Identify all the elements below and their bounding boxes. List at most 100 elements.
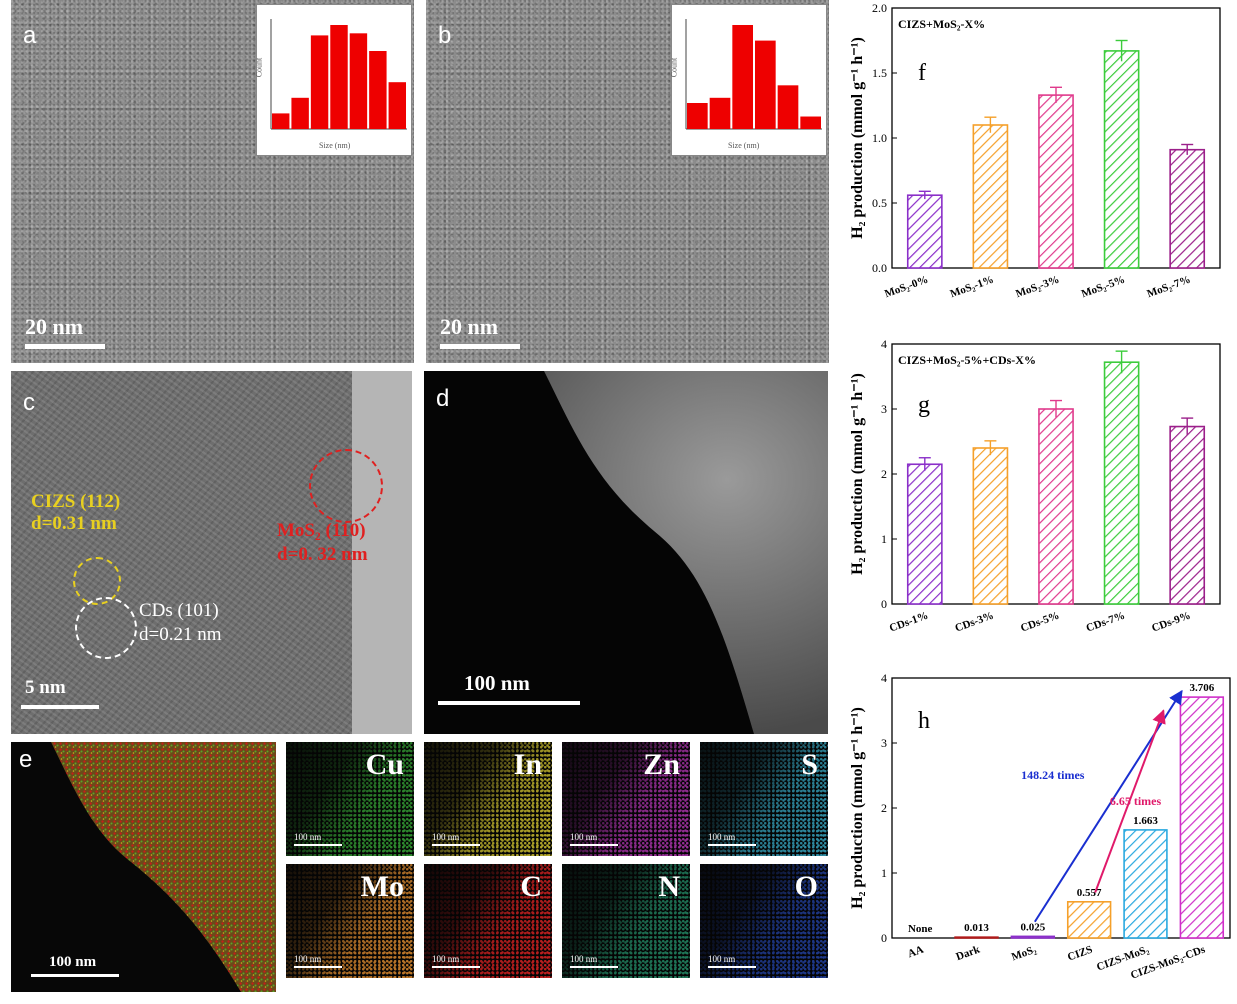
histogram-bar (310, 35, 329, 129)
mos2-spacing: d=0. 32 nm (277, 544, 368, 565)
haadf-image-d: d 100 nm (424, 371, 828, 734)
arrow-6x (1094, 709, 1166, 893)
element-map-zn: Zn 100 nm (562, 742, 690, 856)
element-symbol: C (520, 870, 542, 903)
x-tick-label: MoS₂-3% (1014, 274, 1061, 301)
y-tick-label: 0 (881, 931, 887, 945)
overlay-map (51, 742, 276, 992)
map-scale-bar (432, 844, 480, 846)
y-tick-label: 1.5 (872, 66, 887, 80)
map-dark-region (424, 742, 552, 856)
y-tick-label: 3 (881, 402, 887, 416)
cds-spacing: d=0.21 nm (139, 624, 222, 645)
scale-bar-label-b: 20 nm (440, 314, 499, 339)
y-axis-label: H₂ production (mmol g⁻¹ h⁻¹) (849, 707, 866, 909)
map-scale-bar (570, 844, 618, 846)
histogram-bar (388, 82, 406, 129)
map-scale-label: 100 nm (294, 832, 322, 842)
panel-label: f (918, 60, 926, 86)
bar (1123, 829, 1168, 939)
panel-label-a: a (23, 22, 37, 49)
map-scale-label: 100 nm (708, 832, 736, 842)
x-tick-label: CDs-7% (1085, 610, 1127, 635)
cizs-plane: CIZS (112) (31, 491, 121, 512)
inset-ylabel-b: Count (669, 57, 679, 78)
scale-bar-c (21, 705, 99, 709)
element-symbol: Zn (643, 748, 680, 781)
bar (906, 463, 943, 605)
element-symbol: O (794, 870, 818, 903)
annotation-6x: 6.65 times (1110, 794, 1162, 808)
histogram-bar (291, 97, 309, 129)
map-scale-bar (432, 966, 480, 968)
panel-label-b: b (438, 22, 452, 49)
chart-g: 0 1 2 3 4 H₂ production (mmol g⁻¹ h⁻¹) CIZS+Mo… (849, 338, 1221, 635)
value-label: None (908, 923, 933, 935)
scale-bar-label-c: 5 nm (25, 677, 66, 698)
bar (1038, 408, 1074, 605)
map-scale-label: 100 nm (432, 954, 460, 964)
bar (1179, 696, 1225, 939)
histogram-bar (272, 113, 290, 129)
x-tick-label: CDs-1% (888, 610, 930, 635)
map-scale-bar (708, 966, 756, 968)
scale-bar-d (438, 701, 580, 705)
map-scale-label: 100 nm (294, 954, 322, 964)
annotation-148x: 148.24 times (1021, 768, 1085, 782)
histogram-a (270, 19, 407, 130)
cds-lattice-label: CDs (101) d=0.21 nm (139, 599, 222, 647)
map-scale-label: 100 nm (708, 954, 736, 964)
histogram-bar (800, 116, 821, 129)
y-tick-label: 1 (881, 866, 887, 880)
element-map-n: N 100 nm (562, 864, 690, 978)
y-tick-label: 0 (881, 597, 887, 611)
mos2-circle (309, 449, 383, 523)
y-axis-label: H₂ production (mmol g⁻¹ h⁻¹) (849, 37, 866, 239)
element-symbol: In (513, 748, 542, 781)
mos2-plane: MoS₂ (110) (277, 520, 366, 541)
x-tick-label: CIZS (1066, 944, 1094, 964)
value-label: 1.663 (1133, 815, 1158, 827)
x-tick-label: MoS₂-0% (883, 274, 930, 301)
bar (954, 936, 999, 939)
bar (1169, 425, 1206, 605)
map-scale-label: 100 nm (570, 954, 598, 964)
vacuum-region (352, 371, 412, 734)
element-map-cu: Cu 100 nm (286, 742, 414, 856)
scale-bar-label-d: 100 nm (464, 671, 530, 695)
bar (906, 194, 943, 269)
histogram-bar (330, 25, 348, 129)
haadf-dark-region (424, 371, 828, 734)
cizs-spacing: d=0.31 nm (31, 513, 117, 534)
y-tick-label: 2 (881, 467, 887, 481)
chart-f: 0.0 0.5 1.0 1.5 2.0 H₂ production (mmol g⁻¹ h… (849, 2, 1221, 301)
y-tick-label: 1.0 (872, 131, 887, 145)
bar (972, 447, 1009, 605)
element-symbol: N (658, 870, 680, 903)
panel-label: h (918, 708, 930, 734)
cizs-lattice-label: CIZS (112) d=0.31 nm (31, 491, 120, 535)
map-dark-region (700, 864, 828, 978)
map-dark-region (562, 742, 690, 856)
panel-label-e: e (19, 746, 33, 773)
histogram-bar (777, 85, 799, 129)
map-dark-region (424, 864, 552, 978)
plot-frame (891, 677, 1231, 939)
chart-h: 0 1 2 3 4 H₂ production (mmol g⁻¹ h⁻¹) h AA Dark… (849, 672, 1231, 982)
eds-overlay-e: e 100 nm (11, 742, 276, 992)
x-tick-label: MoS₂-1% (949, 274, 996, 301)
histogram-bar (732, 25, 753, 129)
bar (1169, 148, 1206, 269)
value-label: 0.025 (1020, 921, 1045, 933)
bar (972, 124, 1009, 269)
x-tick-label: CDs-5% (1019, 610, 1061, 635)
x-tick-label: CDs-3% (953, 610, 995, 635)
hrtem-image-c: c CIZS (112) d=0.31 nm MoS₂ (110) d=0. 3… (11, 371, 412, 734)
map-dark-region (562, 864, 690, 978)
histogram-bar (755, 40, 776, 129)
size-histogram-inset-a: Count Size (nm) (254, 4, 412, 156)
panel-label: g (918, 392, 930, 418)
y-tick-label: 0.0 (872, 261, 887, 275)
x-tick-label: MoS₂-7% (1145, 274, 1192, 301)
element-map-mo: Mo 100 nm (286, 864, 414, 978)
